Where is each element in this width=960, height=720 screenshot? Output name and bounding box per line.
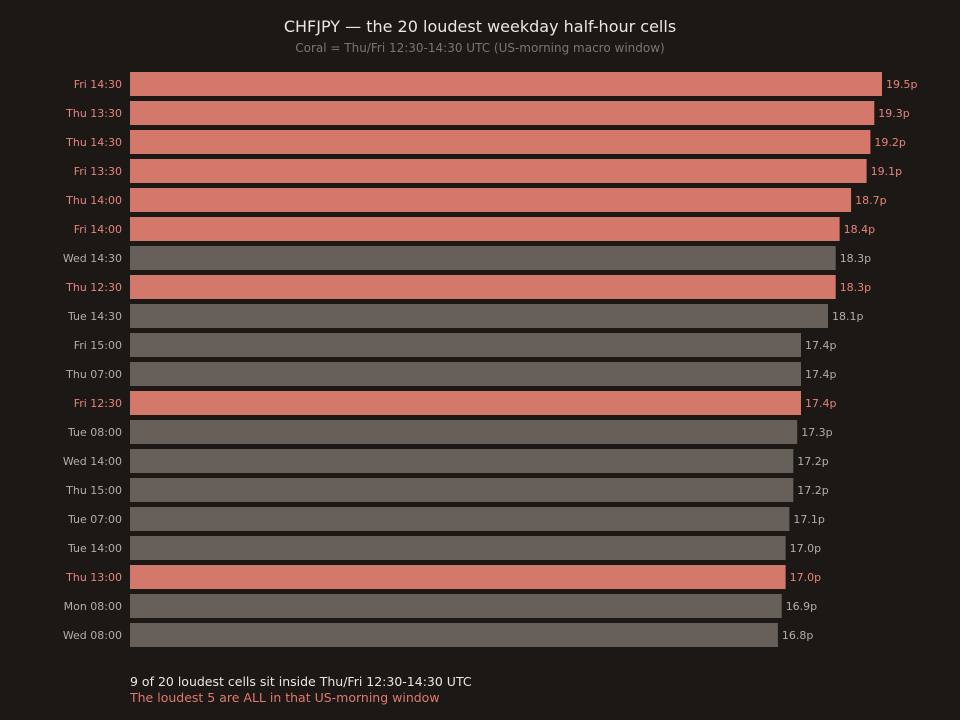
category-label: Wed 14:30	[63, 252, 122, 265]
category-label: Wed 08:00	[63, 629, 122, 642]
category-label: Fri 14:00	[74, 223, 122, 236]
category-label: Fri 15:00	[74, 339, 122, 352]
bars-group: Fri 14:30 19.5p Thu 13:30 19.3p Thu 14:30 19.…	[63, 72, 917, 647]
value-label: 19.3p	[878, 107, 909, 120]
value-label: 18.1p	[832, 310, 863, 323]
category-label: Tue 14:30	[67, 310, 122, 323]
category-label: Tue 14:00	[67, 542, 122, 555]
value-label: 17.3p	[801, 426, 832, 439]
value-label: 18.7p	[855, 194, 886, 207]
category-label: Fri 14:30	[74, 78, 122, 91]
value-label: 19.2p	[874, 136, 905, 149]
bar-thu-15-00	[130, 478, 794, 502]
value-label: 17.4p	[805, 339, 836, 352]
annotation-summary: 9 of 20 loudest cells sit inside Thu/Fri…	[130, 674, 472, 689]
category-label: Thu 14:30	[65, 136, 122, 149]
bar-fri-12-30	[130, 391, 801, 415]
category-label: Thu 12:30	[65, 281, 122, 294]
category-label: Fri 12:30	[74, 397, 122, 410]
category-label: Thu 13:30	[65, 107, 122, 120]
category-label: Wed 14:00	[63, 455, 122, 468]
chart-subtitle: Coral = Thu/Fri 12:30-14:30 UTC (US-morn…	[295, 41, 664, 55]
bar-thu-14-30	[130, 130, 871, 154]
value-label: 17.0p	[790, 542, 821, 555]
bar-thu-13-30	[130, 101, 875, 125]
category-label: Thu 13:00	[65, 571, 122, 584]
value-label: 16.8p	[782, 629, 813, 642]
value-label: 17.1p	[793, 513, 824, 526]
bar-tue-14-30	[130, 304, 828, 328]
value-label: 17.2p	[797, 455, 828, 468]
annotation-highlight: The loudest 5 are ALL in that US-morning…	[129, 690, 440, 705]
value-label: 16.9p	[786, 600, 817, 613]
value-label: 19.5p	[886, 78, 917, 91]
value-label: 18.3p	[840, 252, 871, 265]
bar-thu-13-00	[130, 565, 786, 589]
bar-fri-15-00	[130, 333, 801, 357]
chart-title: CHFJPY — the 20 loudest weekday half-hou…	[284, 17, 676, 36]
bar-tue-14-00	[130, 536, 786, 560]
category-label: Thu 14:00	[65, 194, 122, 207]
category-label: Mon 08:00	[64, 600, 122, 613]
value-label: 17.4p	[805, 397, 836, 410]
bar-thu-12-30	[130, 275, 836, 299]
value-label: 17.2p	[797, 484, 828, 497]
category-label: Fri 13:30	[74, 165, 122, 178]
bar-fri-13-30	[130, 159, 867, 183]
bar-wed-14-30	[130, 246, 836, 270]
value-label: 17.0p	[790, 571, 821, 584]
category-label: Thu 15:00	[65, 484, 122, 497]
value-label: 18.3p	[840, 281, 871, 294]
value-label: 17.4p	[805, 368, 836, 381]
bar-tue-08-00	[130, 420, 798, 444]
bar-mon-08-00	[130, 594, 782, 618]
bar-wed-14-00	[130, 449, 794, 473]
category-label: Tue 07:00	[67, 513, 122, 526]
category-label: Thu 07:00	[65, 368, 122, 381]
bar-thu-07-00	[130, 362, 801, 386]
bar-fri-14-00	[130, 217, 840, 241]
category-label: Tue 08:00	[67, 426, 122, 439]
bar-fri-14-30	[130, 72, 882, 96]
bar-tue-07-00	[130, 507, 790, 531]
bar-thu-14-00	[130, 188, 852, 212]
bar-wed-08-00	[130, 623, 778, 647]
value-label: 18.4p	[844, 223, 875, 236]
value-label: 19.1p	[871, 165, 902, 178]
